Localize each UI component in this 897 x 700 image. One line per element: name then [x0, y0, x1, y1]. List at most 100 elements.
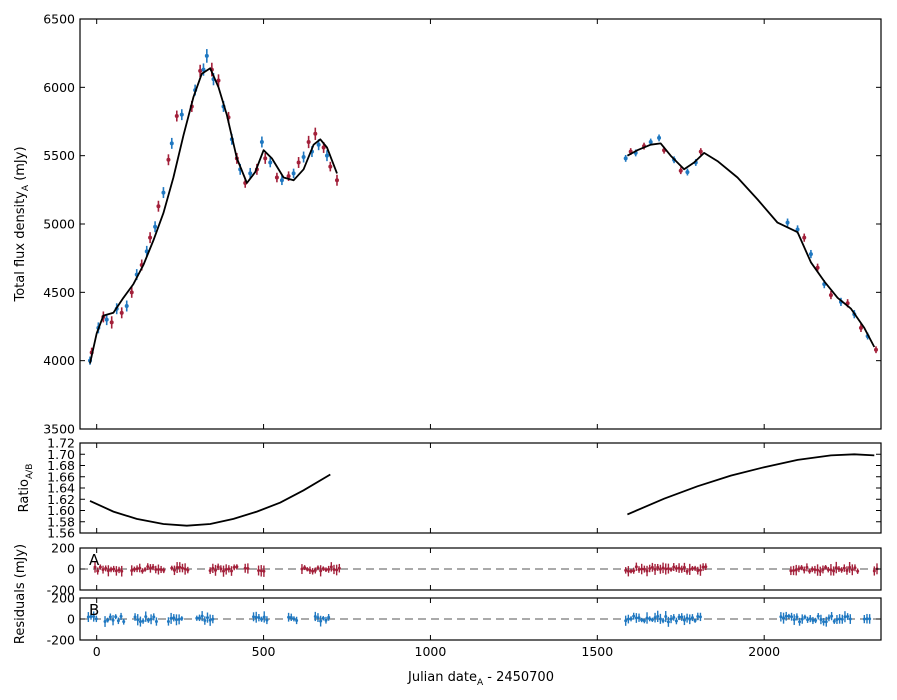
residuals-a-point: [243, 566, 247, 570]
flux-y-tick-label: 3500: [43, 422, 75, 437]
residuals-a-point: [311, 569, 315, 573]
residuals-b-point: [327, 615, 331, 619]
residuals-a-y-tick-label: -200: [47, 583, 75, 598]
residuals-b-point: [138, 620, 142, 624]
residuals-b-point: [200, 614, 204, 618]
residuals-b-point: [811, 618, 815, 622]
x-tick-label: 1000: [415, 644, 447, 659]
ratio-y-tick-label: 1.64: [47, 481, 75, 496]
residuals-a-point: [656, 565, 660, 569]
residuals-a-point: [138, 566, 142, 570]
residuals-b-point: [133, 615, 137, 619]
ratio-panel: 1.561.581.601.621.641.661.681.701.72 Rat…: [17, 436, 882, 541]
residuals-b-point: [779, 615, 783, 619]
x-tick-label: 2000: [748, 644, 780, 659]
series-b-point: [279, 178, 284, 183]
residuals-a-point: [677, 566, 681, 570]
residuals-a-point: [800, 566, 804, 570]
series-a-point: [109, 320, 114, 325]
residuals-b-point: [321, 616, 325, 620]
residuals-b-point: [180, 617, 184, 621]
residuals-b-point: [295, 618, 299, 622]
residuals-b-point: [106, 618, 110, 622]
residuals-a-point: [832, 569, 836, 573]
residuals-b-point: [806, 618, 810, 622]
series-a-point: [216, 78, 221, 83]
residuals-b-point: [287, 615, 291, 619]
series-b-point: [179, 112, 184, 117]
residuals-a-point: [802, 568, 806, 572]
residuals-y-axis-label: Residuals (mJy): [13, 544, 28, 644]
residuals-b-point: [144, 615, 148, 619]
flux-y-tick-label: 6500: [43, 12, 75, 27]
residuals-b-point: [862, 617, 866, 621]
x-axis-ticks: 0 500 1000 1500 2000: [93, 19, 780, 659]
residuals-a-point: [813, 568, 817, 572]
residuals-b-point: [637, 616, 641, 620]
residuals-b-point: [830, 614, 834, 618]
residuals-b-point: [846, 615, 850, 619]
residuals-b-point: [141, 619, 145, 623]
residuals-a-point: [208, 569, 212, 573]
residuals-b-point: [795, 615, 799, 619]
series-a-point: [296, 160, 301, 165]
residuals-b-point: [89, 614, 93, 618]
residuals-a-point: [227, 567, 231, 571]
residuals-a-data-layer: [80, 561, 881, 577]
residuals-a-point: [672, 565, 676, 569]
series-a-point: [321, 145, 326, 150]
residuals-a-point: [327, 567, 331, 571]
flux-y-tick-label: 5000: [43, 217, 75, 232]
residuals-a-point: [821, 567, 825, 571]
residuals-b-point: [832, 619, 836, 623]
residuals-b-point: [640, 618, 644, 622]
residuals-b-point: [790, 615, 794, 619]
residuals-b-point: [822, 620, 826, 624]
residuals-a-point: [690, 566, 694, 570]
residuals-b-point: [803, 615, 807, 619]
ratio-y-tick-label: 1.66: [47, 469, 75, 484]
residuals-b-point: [292, 617, 296, 621]
residuals-b-point: [682, 618, 686, 622]
residuals-a-point: [834, 566, 838, 570]
residuals-a-point: [666, 567, 670, 571]
residuals-a-point: [130, 568, 134, 572]
residuals-b-point: [848, 617, 852, 621]
residuals-b-point: [86, 615, 90, 619]
ratio-y-axis-label: RatioA/B: [17, 464, 35, 513]
residuals-a-point: [211, 566, 215, 570]
residuals-a-point: [324, 568, 328, 572]
residuals-b-point: [289, 615, 293, 619]
residuals-b-point: [827, 616, 831, 620]
residuals-a-point: [688, 567, 692, 571]
flux-panel: 3500 4000 4500 5000 5500 6000 6500 Total flux …: [13, 12, 882, 437]
residuals-a-point: [148, 566, 152, 570]
residuals-b-point: [784, 614, 788, 618]
series-a-point: [156, 204, 161, 209]
residuals-a-point: [178, 565, 182, 569]
residuals-b-point: [205, 616, 209, 620]
residuals-b-point: [146, 618, 150, 622]
residuals-b-point: [319, 619, 323, 623]
residuals-a-point: [629, 569, 633, 573]
residuals-a-point: [789, 569, 793, 573]
residuals-b-y-tick-label: 0: [67, 612, 75, 627]
residuals-a-point: [101, 568, 105, 572]
residuals-b-point: [197, 616, 201, 620]
residuals-a-point: [135, 567, 139, 571]
residuals-a-point: [640, 567, 644, 571]
residuals-b-point: [843, 615, 847, 619]
ratio-y-tick-label: 1.56: [47, 526, 75, 541]
series-a-point: [198, 68, 203, 73]
residuals-a-point: [216, 565, 220, 569]
residuals-a-point: [829, 568, 833, 572]
residuals-a-point: [669, 568, 673, 572]
residuals-b-point: [674, 619, 678, 623]
residuals-b-point: [672, 615, 676, 619]
residuals-b-point: [685, 616, 689, 620]
series-a-point: [174, 114, 179, 119]
residuals-b-point: [664, 615, 668, 619]
residuals-a-point: [230, 569, 234, 573]
residuals-a-point: [634, 565, 638, 569]
residuals-b-point: [119, 614, 123, 618]
